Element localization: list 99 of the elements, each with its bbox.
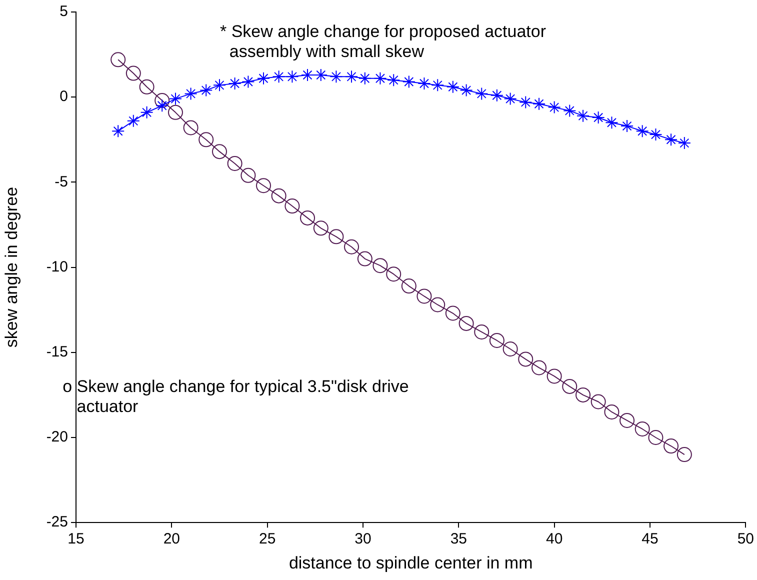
point xyxy=(460,84,473,97)
point xyxy=(242,75,255,88)
x-tick-label: 20 xyxy=(163,530,180,548)
point xyxy=(532,360,547,376)
point xyxy=(678,136,691,150)
point xyxy=(590,394,606,410)
point xyxy=(374,72,387,85)
point xyxy=(183,120,198,136)
point xyxy=(139,79,154,94)
point xyxy=(344,239,360,254)
point xyxy=(504,92,517,106)
x-tick-label: 30 xyxy=(354,530,372,548)
point xyxy=(445,306,460,321)
point xyxy=(272,70,286,84)
annotation: * Skew angle change for proposed actuator assembly with small skew xyxy=(220,22,546,62)
point xyxy=(475,87,488,100)
point xyxy=(402,75,416,88)
point xyxy=(474,324,490,340)
point xyxy=(330,70,343,84)
point xyxy=(213,78,226,92)
point xyxy=(636,124,649,138)
point xyxy=(271,188,286,204)
point xyxy=(386,266,402,282)
point xyxy=(416,288,432,304)
x-axis-title: distance to spindle center in mm xyxy=(288,553,533,572)
point xyxy=(313,220,328,236)
point xyxy=(664,133,678,146)
point xyxy=(112,124,125,138)
point xyxy=(648,430,664,445)
point xyxy=(446,80,460,94)
point xyxy=(357,251,372,266)
point xyxy=(140,106,154,119)
point xyxy=(284,198,300,214)
point xyxy=(168,104,183,120)
x-tick-label: 15 xyxy=(68,530,84,548)
point xyxy=(502,341,518,356)
point xyxy=(489,332,504,348)
point xyxy=(592,111,605,124)
point xyxy=(184,87,198,100)
y-tick-label: -25 xyxy=(46,514,68,531)
y-tick-label: -5 xyxy=(54,173,68,190)
point xyxy=(156,99,169,112)
point xyxy=(634,421,650,436)
point xyxy=(257,72,270,85)
point xyxy=(563,104,576,118)
point xyxy=(228,76,242,90)
annotation: o Skew angle change for typical 3.5"disk drive actuator xyxy=(62,376,409,416)
point xyxy=(401,278,416,294)
point xyxy=(345,70,358,84)
point xyxy=(519,96,532,109)
point xyxy=(126,66,141,81)
point xyxy=(664,438,679,454)
point xyxy=(387,74,400,87)
x-tick-label: 40 xyxy=(546,530,563,548)
point xyxy=(314,68,328,82)
point xyxy=(532,97,546,110)
point xyxy=(604,404,620,420)
x-tick-label: 25 xyxy=(258,530,276,548)
point xyxy=(168,92,182,106)
point xyxy=(200,84,213,97)
point xyxy=(546,368,562,384)
point xyxy=(110,52,126,68)
point xyxy=(518,352,534,367)
point xyxy=(240,168,256,183)
point xyxy=(198,132,214,148)
point xyxy=(430,297,446,312)
y-tick-label: -10 xyxy=(46,258,68,276)
point xyxy=(620,412,635,428)
point xyxy=(372,258,388,274)
point xyxy=(256,178,272,194)
point xyxy=(328,229,344,244)
point xyxy=(431,78,444,92)
point xyxy=(576,109,590,122)
x-tick-label: 50 xyxy=(737,530,754,548)
point xyxy=(620,120,634,133)
point xyxy=(576,387,591,402)
point xyxy=(301,68,314,82)
y-tick-label: 5 xyxy=(60,3,68,20)
point xyxy=(418,76,431,90)
point xyxy=(676,447,692,462)
point xyxy=(458,316,474,331)
point xyxy=(126,114,140,128)
y-axis-title: skew angle in degree xyxy=(2,186,21,348)
point xyxy=(227,156,242,171)
x-tick-label: 45 xyxy=(642,530,658,548)
y-tick-label: -20 xyxy=(46,428,68,446)
point xyxy=(548,100,561,114)
point xyxy=(154,93,170,108)
y-tick-label: 0 xyxy=(60,88,68,106)
point xyxy=(562,378,578,394)
point xyxy=(358,72,372,85)
x-tick-label: 35 xyxy=(450,530,468,548)
point xyxy=(212,144,227,160)
point xyxy=(490,88,504,102)
point xyxy=(300,210,316,226)
y-tick-label: -15 xyxy=(46,344,68,361)
point xyxy=(605,116,618,130)
point xyxy=(286,70,299,84)
point xyxy=(649,128,662,142)
